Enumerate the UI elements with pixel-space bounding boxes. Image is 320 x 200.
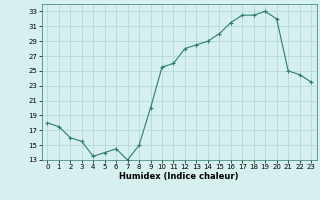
- X-axis label: Humidex (Indice chaleur): Humidex (Indice chaleur): [119, 172, 239, 181]
